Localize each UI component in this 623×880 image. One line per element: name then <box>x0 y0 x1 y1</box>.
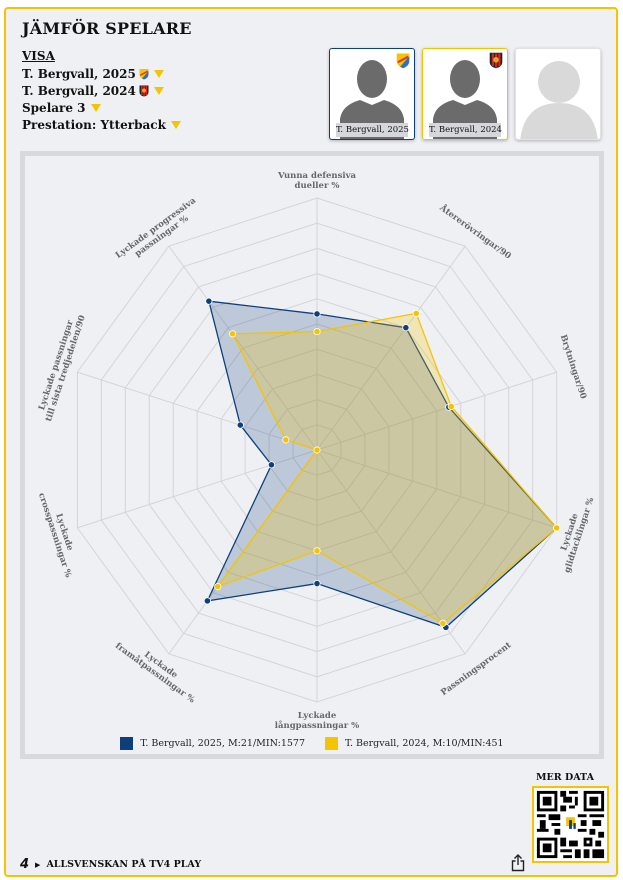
legend-label-series-1: T. Bergvall, 2025, M:21/MIN:1577 <box>140 738 306 749</box>
axis-label: Lyckade progressivapassningar % <box>114 196 204 269</box>
data-point-series-1 <box>205 297 213 305</box>
axis-label-line: Vunna defensiva <box>277 171 357 181</box>
data-point-series-2 <box>214 582 222 591</box>
axis-label-text: Lyckade långpassningar % <box>275 711 359 731</box>
tv4-play-link-label: ALLSVENSKAN PÅ TV4 PLAY <box>46 859 202 870</box>
data-point-series-1 <box>267 461 276 469</box>
tv4-logo: 4 <box>20 857 30 872</box>
data-point-series-1 <box>402 324 410 332</box>
legend-swatch-series-1 <box>120 737 134 750</box>
axis-label-text: Lyckade progressivapassningar % <box>114 196 204 269</box>
caret-down-icon <box>170 121 181 129</box>
data-point-series-2 <box>313 547 321 555</box>
djurgarden-crest-icon <box>396 53 410 69</box>
data-point-series-1 <box>236 421 244 429</box>
axis-label-text: Lyckadecrosspassningar % <box>36 489 82 579</box>
axis-label-line: framåtpassningar % <box>113 640 197 706</box>
axis-label-text: Återerövringar/90 <box>437 201 514 262</box>
legend-swatch-series-2 <box>325 737 339 750</box>
axis-label: Lyckadecrosspassningar % <box>36 489 82 579</box>
player-card-2[interactable]: T. Bergvall, 2024 <box>422 48 508 140</box>
grid-spoke <box>77 371 318 451</box>
axis-label: Brytningar/90 <box>558 333 588 400</box>
qr-code-pattern <box>536 790 605 859</box>
axis-label: Lyckade passningartill sista tredjedelen… <box>34 311 88 423</box>
player-card-1[interactable]: T. Bergvall, 2025 <box>329 48 415 140</box>
player-2-selector[interactable]: T. Bergvall, 2024 <box>22 84 164 98</box>
radar-chart: Vunna defensiva dueller % Återerövringar/9… <box>34 171 596 731</box>
share-icon[interactable] <box>511 854 525 872</box>
data-point-series-2 <box>439 619 447 627</box>
grid-spoke <box>316 245 466 451</box>
radar-chart-panel: Vunna defensiva dueller % Återerövringar/9… <box>20 151 604 759</box>
djurgarden-crest-icon <box>139 69 149 80</box>
legend-item-series-1[interactable]: T. Bergvall, 2025, M:21/MIN:1577 <box>120 737 305 750</box>
avatar-placeholder-icon <box>520 61 598 139</box>
brommapojkarna-crest-icon <box>139 85 149 97</box>
axis-label-text: Lyckadeframåtpassningar % <box>113 633 202 705</box>
axis-label-text: Lyckadeglidtacklingar % <box>553 493 596 574</box>
chart-legend: T. Bergvall, 2025, M:21/MIN:1577 T. Berg… <box>25 737 599 750</box>
player-1-selector[interactable]: T. Bergvall, 2025 <box>22 67 164 81</box>
player-2-selector-label: T. Bergvall, 2024 <box>22 84 136 98</box>
axis-label-line: Lyckade <box>298 711 337 721</box>
axis-label-line: Återerövringar/90 <box>437 201 514 262</box>
player-3-selector[interactable]: Spelare 3 <box>22 101 101 115</box>
mer-data-label: MER DATA <box>536 772 594 783</box>
axis-label-text: Lyckade passningartill sista tredjedelen… <box>34 311 87 423</box>
axis-label: Passningsprocent <box>439 640 513 698</box>
axis-label-line: Brytningar/90 <box>558 333 588 400</box>
axis-label-line: Lyckade progressiva <box>114 196 198 261</box>
axis-label-line: Passningsprocent <box>439 640 513 698</box>
axis-label-text: Passningsprocent <box>439 640 513 698</box>
axis-label-line: långpassningar % <box>275 719 359 731</box>
caret-down-icon <box>90 104 101 112</box>
data-point-series-2 <box>313 446 321 454</box>
page-title: JÄMFÖR SPELARE <box>22 19 192 38</box>
axis-label: Lyckade långpassningar % <box>275 711 359 731</box>
legend-item-series-2[interactable]: T. Bergvall, 2024, M:10/MIN:451 <box>325 737 504 750</box>
tv4-play-link[interactable]: 4 ▶ ALLSVENSKAN PÅ TV4 PLAY <box>20 857 201 872</box>
compare-players-card: JÄMFÖR SPELARE VISA T. Bergvall, 2025 T.… <box>4 7 618 877</box>
legend-label-series-2: T. Bergvall, 2024, M:10/MIN:451 <box>345 738 504 749</box>
player-1-selector-label: T. Bergvall, 2025 <box>22 67 136 81</box>
performance-selector-label: Prestation: Ytterback <box>22 118 166 132</box>
qr-code-icon[interactable] <box>532 786 609 863</box>
performance-selector[interactable]: Prestation: Ytterback <box>22 118 181 132</box>
axis-label: Vunna defensiva dueller % <box>277 171 357 191</box>
axis-label: Lyckadeframåtpassningar % <box>113 633 202 706</box>
caret-down-icon <box>153 87 164 95</box>
player-3-selector-label: Spelare 3 <box>22 101 86 115</box>
player-card-3-empty[interactable] <box>515 48 601 140</box>
caret-down-icon <box>153 70 164 78</box>
data-point-series-2 <box>412 309 420 318</box>
grid-spoke <box>316 449 557 529</box>
data-point-series-1 <box>203 597 211 605</box>
grid-spoke <box>316 449 466 655</box>
grid-spoke <box>316 371 557 451</box>
axis-label: Lyckadeglidtacklingar % <box>553 493 596 574</box>
play-arrow-icon: ▶ <box>35 860 41 869</box>
data-point-series-2 <box>313 327 321 336</box>
data-point-series-2 <box>282 436 290 444</box>
player-card-2-name: T. Bergvall, 2024 <box>429 123 502 137</box>
data-point-series-1 <box>313 579 321 588</box>
grid-spoke <box>168 245 318 451</box>
data-point-series-2 <box>447 402 455 410</box>
visa-label: VISA <box>22 49 55 63</box>
data-point-series-2 <box>553 524 561 532</box>
player-card-1-name: T. Bergvall, 2025 <box>336 123 409 137</box>
axis-label-text: Brytningar/90 <box>558 333 588 400</box>
brommapojkarna-crest-icon <box>489 52 503 69</box>
data-point-series-2 <box>228 330 237 338</box>
axis-label-line: dueller % <box>295 181 340 191</box>
axis-label-text: Vunna defensiva dueller % <box>277 171 357 191</box>
grid-spoke <box>77 449 318 529</box>
data-point-series-1 <box>313 310 321 318</box>
axis-label: Återerövringar/90 <box>437 201 514 262</box>
